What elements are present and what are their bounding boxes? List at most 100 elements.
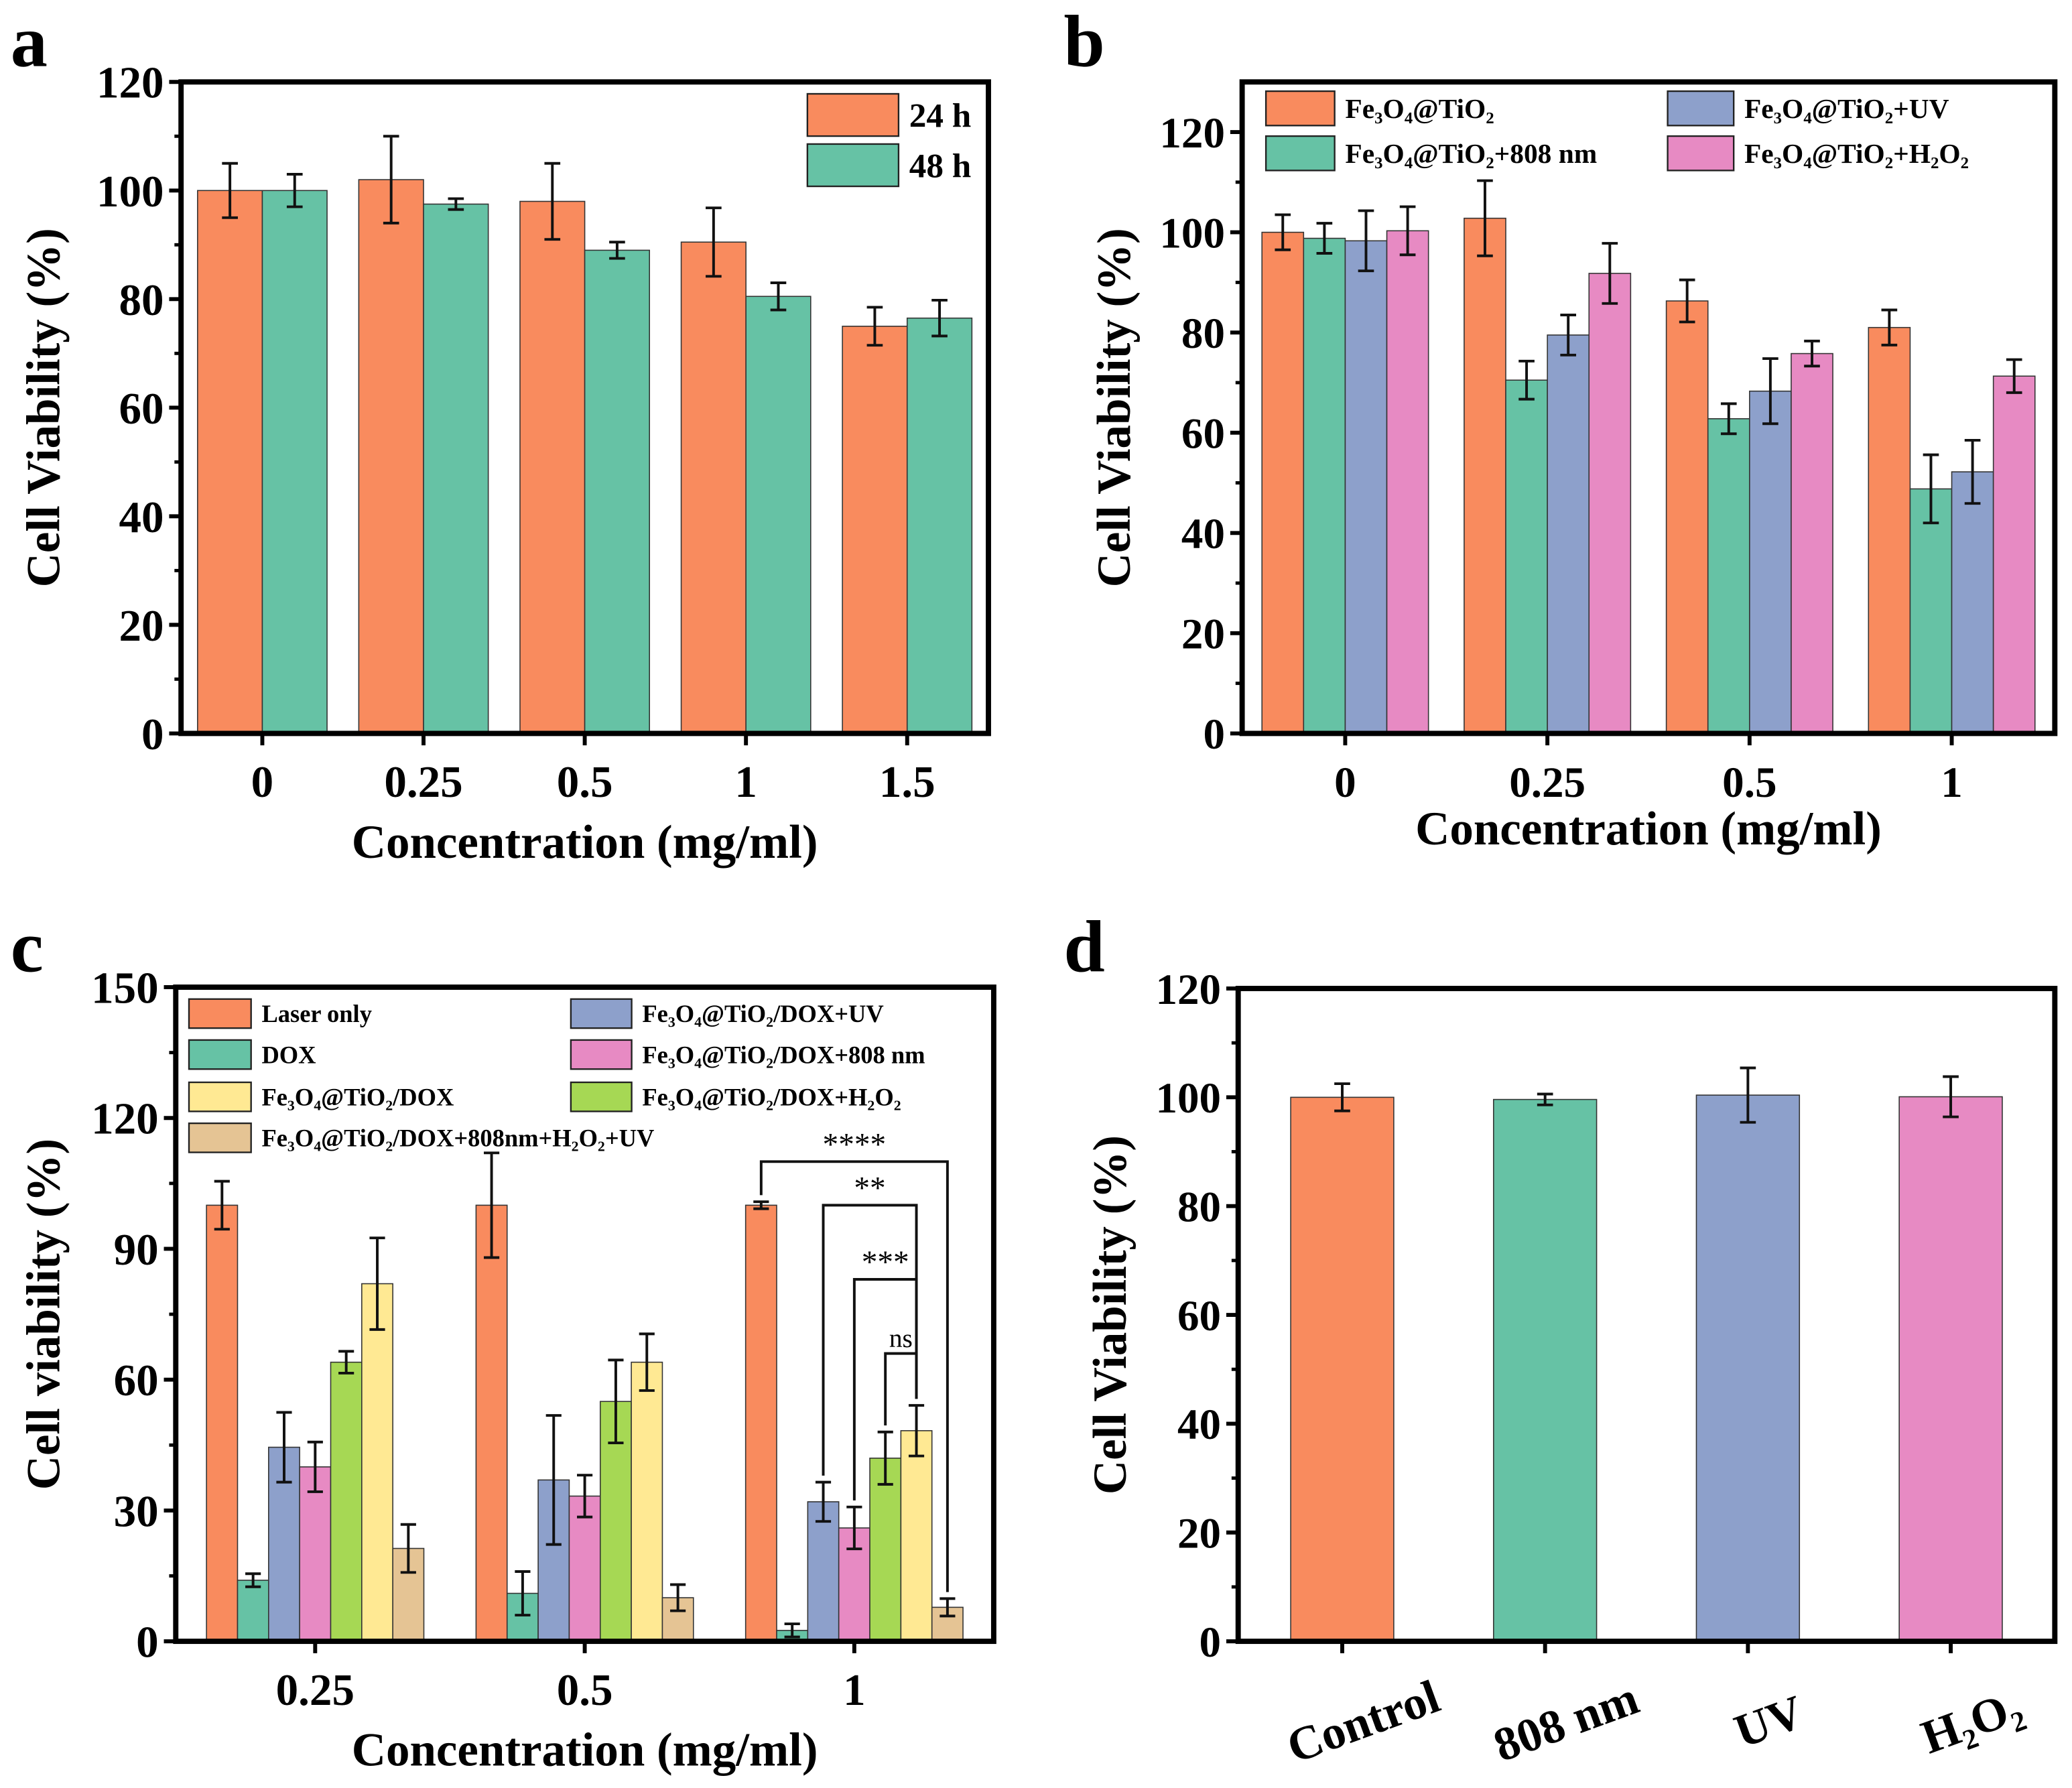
error-bar bbox=[866, 306, 883, 347]
y-axis-title: Cell viability (%) bbox=[18, 1139, 70, 1490]
legend-label: Fe₃O₄@TiO₂/DOX+UV bbox=[642, 1000, 883, 1027]
legend-item: Fe₃O₄@TiO₂/DOX+808 nm bbox=[570, 1039, 925, 1070]
y-tick-label: 0 bbox=[1200, 1618, 1222, 1667]
error-bar bbox=[400, 1523, 416, 1574]
y-tick-label: 0 bbox=[141, 709, 164, 759]
y-tick-label: 40 bbox=[119, 492, 164, 542]
legend-label: Fe₃O₄@TiO₂ bbox=[1345, 93, 1494, 124]
bar bbox=[1749, 390, 1792, 735]
bar bbox=[1547, 334, 1590, 735]
legend-swatch bbox=[188, 998, 252, 1029]
y-tick-label: 60 bbox=[1181, 410, 1225, 458]
bar bbox=[1665, 300, 1709, 735]
error-bar bbox=[1740, 1066, 1756, 1124]
legend-item: Fe₃O₄@TiO₂/DOX+808nm+H₂O₂+UV bbox=[188, 1122, 654, 1153]
error-bar bbox=[1275, 213, 1291, 251]
error-bar bbox=[1334, 1082, 1350, 1112]
error-bar bbox=[608, 1358, 624, 1445]
error-bar bbox=[544, 162, 561, 241]
bar bbox=[1909, 488, 1953, 735]
y-tick-label: 120 bbox=[96, 58, 164, 108]
y-axis-title: Cell Viability (%) bbox=[18, 228, 70, 587]
x-tick-label: 0.25 bbox=[276, 1665, 354, 1715]
error-bar bbox=[1518, 359, 1535, 401]
bar bbox=[1588, 273, 1632, 735]
legend-label: Fe₃O₄@TiO₂/DOX+H₂O₂ bbox=[642, 1083, 901, 1110]
legend-label: Fe₃O₄@TiO₂+H₂O₂ bbox=[1744, 138, 1969, 169]
error-bar bbox=[1881, 308, 1898, 346]
y-tick-label: 60 bbox=[114, 1355, 159, 1405]
bracket-line bbox=[884, 1352, 918, 1426]
significance-bracket: **** bbox=[759, 1127, 949, 1592]
y-tick-label: 20 bbox=[1181, 611, 1225, 659]
x-tick-label: UV bbox=[1728, 1685, 1810, 1758]
legend-swatch bbox=[1667, 135, 1735, 172]
panel-a: a 0 20 40 60 80 100 120 0 0.25 0.5 1 1.5 Concentratio… bbox=[11, 1, 991, 869]
error-bar bbox=[1762, 357, 1778, 426]
legend-swatch bbox=[570, 1081, 633, 1112]
error-bar bbox=[908, 1404, 925, 1458]
error-bar bbox=[448, 197, 464, 211]
bar bbox=[1386, 230, 1429, 735]
legend-item: Fe₃O₄@TiO₂ bbox=[1265, 90, 1494, 127]
bar bbox=[631, 1361, 663, 1642]
panel-label: c bbox=[11, 905, 44, 987]
bar bbox=[584, 249, 651, 735]
bar bbox=[237, 1580, 269, 1642]
legend-label: Fe₃O₄@TiO₂/DOX+808 nm bbox=[642, 1041, 925, 1068]
legend: Laser only DOX Fe₃O₄@TiO₂/DOX Fe₃O₄@TiO₂/DO… bbox=[188, 998, 925, 1153]
x-tick-label: 808 nm bbox=[1487, 1672, 1645, 1772]
x-axis-title: Concentration (mg/ml) bbox=[352, 816, 818, 869]
x-tick-label: 1.5 bbox=[879, 757, 935, 807]
y-tick-label: 120 bbox=[1155, 966, 1221, 1014]
error-bar bbox=[940, 1597, 956, 1618]
bar bbox=[906, 317, 973, 735]
panel-label: b bbox=[1063, 1, 1104, 82]
x-axis-title: Concentration (mg/ml) bbox=[352, 1724, 818, 1776]
error-bar bbox=[286, 173, 303, 208]
error-bar bbox=[307, 1440, 323, 1493]
error-bar bbox=[877, 1430, 893, 1486]
legend-label: Fe₃O₄@TiO₂/DOX+808nm+H₂O₂+UV bbox=[261, 1125, 654, 1152]
significance-bracket: *** bbox=[852, 1245, 918, 1500]
legend-item: Laser only bbox=[188, 998, 372, 1029]
bar bbox=[299, 1466, 332, 1642]
bar bbox=[842, 326, 908, 735]
legend-item: Fe₃O₄@TiO₂/DOX+UV bbox=[570, 998, 884, 1029]
error-bar bbox=[1477, 179, 1493, 257]
legend-swatch bbox=[1265, 90, 1336, 127]
error-bar bbox=[609, 241, 625, 260]
bracket-line bbox=[759, 1160, 949, 1592]
y-tick-label: 80 bbox=[119, 275, 164, 325]
panel-c: c 0 30 60 90 120 150 0.25 0.5 1 Concentration (mg/… bbox=[11, 905, 996, 1776]
error-bar bbox=[338, 1350, 354, 1375]
error-bar bbox=[383, 135, 399, 225]
bar bbox=[1951, 471, 1994, 735]
legend: Fe₃O₄@TiO₂ Fe₃O₄@TiO₂+UV Fe₃O₄@TiO₂+808 nm… bbox=[1265, 90, 1969, 172]
y-tick-label: 80 bbox=[1177, 1183, 1221, 1231]
error-bar bbox=[1804, 339, 1820, 368]
error-bar bbox=[483, 1151, 500, 1259]
error-bar bbox=[846, 1505, 862, 1551]
legend-swatch bbox=[806, 143, 900, 188]
bar bbox=[1344, 240, 1388, 735]
y-tick-label: 40 bbox=[1177, 1401, 1221, 1449]
error-bar bbox=[245, 1572, 261, 1588]
bar bbox=[744, 1204, 777, 1642]
bar bbox=[475, 1204, 508, 1642]
error-bar bbox=[577, 1474, 593, 1519]
legend-item: Fe₃O₄@TiO₂+H₂O₂ bbox=[1667, 135, 1969, 172]
bar bbox=[1695, 1094, 1801, 1642]
y-tick-label: 0 bbox=[136, 1617, 159, 1667]
x-tick-label: 0.5 bbox=[557, 757, 613, 807]
x-tick-label: 0 bbox=[1334, 759, 1356, 807]
y-tick-label: 150 bbox=[91, 962, 159, 1013]
panel-b: b 0 20 40 60 80 100 120 0 0.25 0.5 1 Concentration (… bbox=[1063, 1, 2058, 855]
bar bbox=[680, 241, 747, 735]
bar bbox=[1992, 375, 2036, 735]
bar bbox=[1505, 379, 1548, 735]
panel-d: d 0 20 40 60 80 100 120 Control 808 nm UV H₂O₂ Cell … bbox=[1063, 905, 2058, 1773]
legend-label: 24 h bbox=[909, 97, 972, 135]
significance-label: **** bbox=[823, 1127, 887, 1162]
